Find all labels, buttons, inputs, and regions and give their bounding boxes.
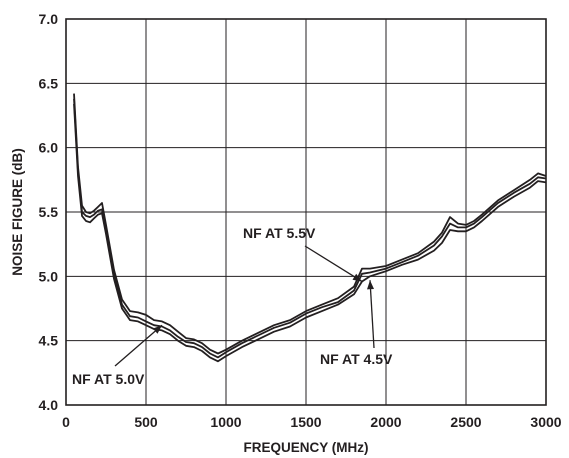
- x-tick-label: 1000: [210, 414, 241, 430]
- annotation-arrowhead: [367, 280, 374, 290]
- annotations: NF AT 5.5V NF AT 5.0V NF AT 4.5V: [72, 225, 393, 387]
- series-line: [73, 93, 547, 355]
- annotation-arrowhead: [152, 325, 162, 334]
- grid: [65, 18, 547, 406]
- y-tick-label: 6.5: [39, 75, 59, 91]
- y-tick-label: 5.5: [39, 204, 59, 220]
- x-tick-label: 2000: [370, 414, 401, 430]
- annotation-label: NF AT 5.5V: [243, 225, 316, 241]
- series-group: [73, 93, 547, 363]
- y-tick-label: 4.0: [39, 397, 59, 413]
- x-tick-label: 2500: [450, 414, 481, 430]
- y-tick-label: 5.0: [39, 268, 59, 284]
- x-axis-title: FREQUENCY (MHz): [243, 440, 368, 455]
- annotation-leader: [369, 280, 375, 349]
- y-tick-label: 7.0: [39, 11, 59, 27]
- x-tick-label: 0: [62, 414, 70, 430]
- annotation-leader: [304, 245, 363, 283]
- y-axis-title: NOISE FIGURE (dB): [10, 148, 25, 276]
- annotation: NF AT 5.5V: [243, 225, 363, 283]
- y-tick-labels: 4.0 4.5 5.0 5.5 6.0 6.5 7.0: [39, 11, 59, 413]
- annotation-arrowhead: [352, 273, 362, 282]
- x-tick-label: 1500: [290, 414, 321, 430]
- series-line: [73, 103, 547, 363]
- annotation: NF AT 4.5V: [320, 280, 393, 367]
- annotation-label: NF AT 5.0V: [72, 371, 145, 387]
- x-tick-labels: 0 500 1000 1500 2000 2500 3000: [62, 414, 562, 430]
- annotation-label: NF AT 4.5V: [320, 351, 393, 367]
- y-tick-label: 6.0: [39, 140, 59, 156]
- annotation-leader: [114, 324, 163, 367]
- y-tick-label: 4.5: [39, 333, 59, 349]
- plot-frame: [65, 18, 547, 406]
- annotation: NF AT 5.0V: [72, 324, 163, 387]
- x-tick-label: 3000: [530, 414, 561, 430]
- x-tick-label: 500: [134, 414, 158, 430]
